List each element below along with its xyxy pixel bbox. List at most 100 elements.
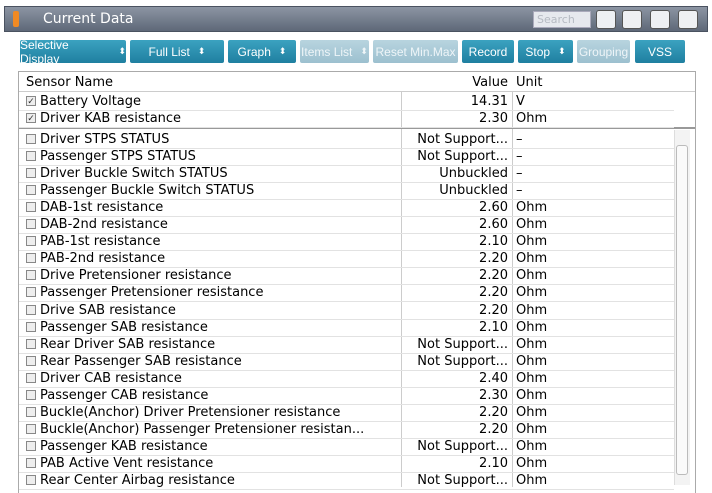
sensor-unit: Ohm <box>516 387 548 403</box>
row-line <box>19 267 674 269</box>
sensor-unit: Ohm <box>516 234 548 250</box>
checkbox[interactable] <box>26 423 36 434</box>
checkbox[interactable]: ✓ <box>26 96 36 107</box>
toolbar-button[interactable]: Grouping <box>577 40 630 63</box>
toolbar-button[interactable]: Record <box>462 40 514 63</box>
checkbox[interactable] <box>26 287 36 298</box>
checkbox[interactable] <box>26 236 36 247</box>
toolbar-button[interactable]: Stop ⬍ <box>518 40 573 63</box>
checkbox[interactable] <box>26 304 36 315</box>
checkbox[interactable] <box>26 355 36 366</box>
toolbar-button[interactable]: Full List ⬍ <box>130 40 224 63</box>
checkbox[interactable] <box>26 253 36 264</box>
checkbox[interactable] <box>26 134 36 144</box>
checkbox[interactable] <box>26 338 36 349</box>
button-label: Stop <box>525 44 551 59</box>
sensor-value: 2.60 <box>479 200 508 216</box>
checkbox[interactable] <box>26 372 36 383</box>
sensor-value: 2.30 <box>479 387 508 403</box>
sensor-value: Not Support... <box>417 336 508 352</box>
checkbox[interactable] <box>26 270 36 281</box>
sensor-name: PAB Active Vent resistance <box>40 455 214 471</box>
pinned-separator <box>19 127 695 129</box>
sensor-unit: Ohm <box>516 353 548 369</box>
sensor-value: Not Support... <box>417 473 508 488</box>
sensor-unit: Ohm <box>516 455 548 471</box>
sensor-unit: Ohm <box>516 370 548 386</box>
row-line <box>19 369 674 371</box>
dropdown-arrow: ⬍ <box>197 46 206 56</box>
dropdown-arrow: ⬍ <box>558 46 566 56</box>
title-bar: Current Data Search <box>4 6 708 32</box>
search-icon[interactable] <box>596 10 616 29</box>
sensor-name: Passenger STPS STATUS <box>40 149 196 165</box>
checkbox[interactable] <box>26 202 36 213</box>
sensor-unit: Ohm <box>516 302 548 318</box>
sensor-unit: Ohm <box>516 285 548 301</box>
sensor-unit: Ohm <box>516 319 548 335</box>
row-line <box>19 233 674 235</box>
row-line <box>19 420 674 422</box>
button-label: Grouping <box>578 44 629 59</box>
sensor-name: Buckle(Anchor) Driver Pretensioner resis… <box>40 404 341 420</box>
list-icon[interactable] <box>622 10 642 29</box>
column-header: Unit <box>516 75 543 90</box>
sensor-value: 14.31 <box>470 94 508 109</box>
sensor-unit: Ohm <box>516 217 548 233</box>
sensor-unit: – <box>516 132 523 147</box>
checkbox[interactable] <box>26 168 36 179</box>
checkbox[interactable] <box>26 219 36 230</box>
sensor-name: DAB-2nd resistance <box>40 217 168 233</box>
sensor-value: 2.20 <box>479 251 508 267</box>
sensor-name: Driver CAB resistance <box>40 370 182 386</box>
row-line <box>19 165 674 167</box>
checkbox[interactable] <box>26 321 36 332</box>
checkbox[interactable] <box>26 185 36 196</box>
toolbar-button[interactable]: VSS <box>635 40 685 63</box>
sensor-unit: Ohm <box>516 111 548 126</box>
sensor-value: Unbuckled <box>439 183 508 199</box>
dropdown-arrow: ⬍ <box>278 46 287 56</box>
sensor-name: Driver Buckle Switch STATUS <box>40 166 228 182</box>
checkbox[interactable]: ✓ <box>26 113 36 124</box>
sensor-name: Rear Passenger SAB resistance <box>40 353 242 369</box>
sensor-value: 2.20 <box>479 302 508 318</box>
sensor-name: Passenger CAB resistance <box>40 387 209 403</box>
row-line <box>19 318 674 320</box>
sensor-unit: Ohm <box>516 251 548 267</box>
row-line <box>19 216 674 218</box>
search-box[interactable]: Search <box>533 11 591 28</box>
sensor-name: PAB-1st resistance <box>40 234 161 250</box>
sensor-name: Driver STPS STATUS <box>40 132 170 147</box>
column-header: Sensor Name <box>26 75 114 90</box>
checkbox[interactable] <box>26 151 36 162</box>
menu-icon[interactable] <box>678 10 698 29</box>
sensor-name: Rear Center Airbag resistance <box>40 473 235 488</box>
checkbox[interactable] <box>26 475 36 485</box>
scroll-thumb[interactable] <box>676 145 688 475</box>
retry-icon[interactable] <box>650 10 670 29</box>
dropdown-arrow: ⬍ <box>360 46 368 56</box>
row-line <box>19 250 674 252</box>
toolbar-button[interactable]: Items List ⬍ <box>300 40 369 63</box>
button-label: Record <box>468 44 508 59</box>
column-header: Value <box>472 75 508 90</box>
toolbar-button[interactable]: Graph ⬍ <box>228 40 296 63</box>
checkbox[interactable] <box>26 406 36 417</box>
button-label: Reset Min.Max <box>375 44 456 59</box>
row-line <box>19 182 674 184</box>
toolbar-button[interactable]: Selective Display ⬍ <box>20 38 126 66</box>
row-line <box>19 127 674 128</box>
sensor-name: Driver KAB resistance <box>40 111 182 126</box>
toolbar-button[interactable]: Reset Min.Max <box>373 40 458 63</box>
sensor-unit: Ohm <box>516 438 548 454</box>
checkbox[interactable] <box>26 389 36 400</box>
sensor-value: Not Support... <box>417 353 508 369</box>
row-line <box>19 471 674 473</box>
sensor-name: Passenger SAB resistance <box>40 319 208 335</box>
row-line <box>19 301 674 303</box>
checkbox[interactable] <box>26 457 36 468</box>
row-line <box>19 335 674 337</box>
checkbox[interactable] <box>26 440 36 451</box>
sensor-unit: Ohm <box>516 473 548 488</box>
